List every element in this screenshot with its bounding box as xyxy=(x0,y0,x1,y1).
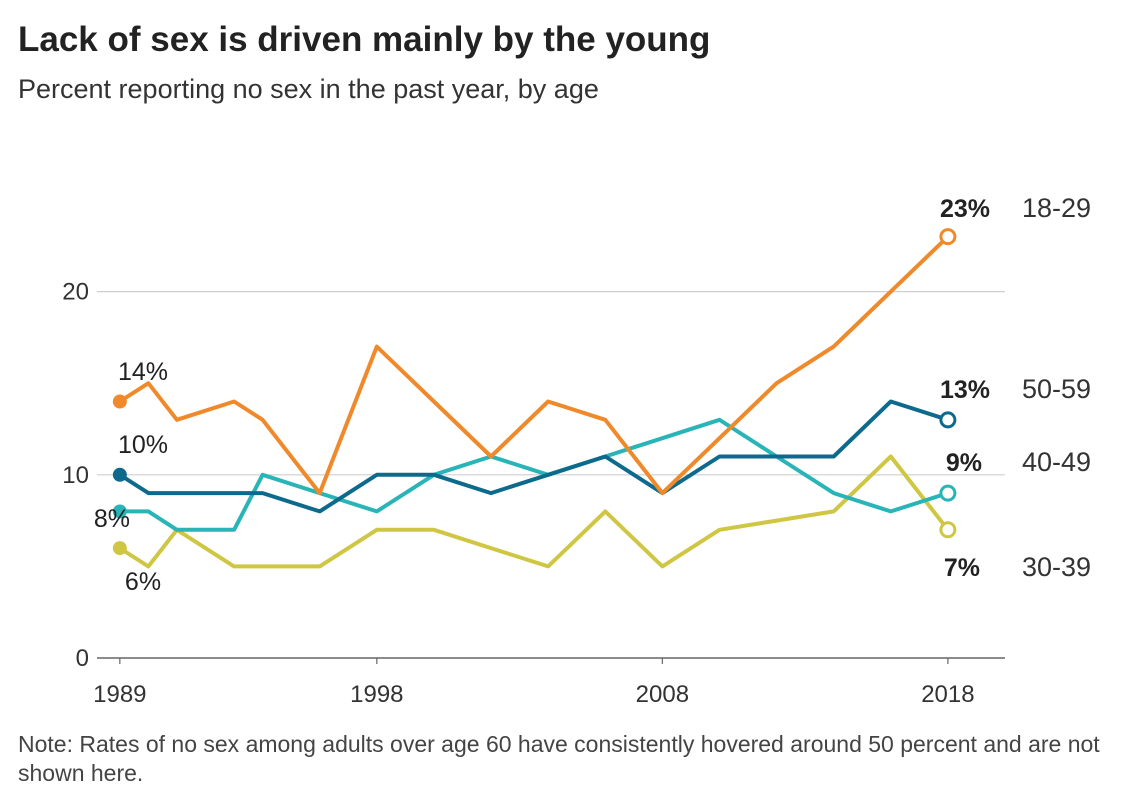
line-chart: 0 10 20 1989 1998 2008 2018 14% 23% 18-29 10% 13% 50… xyxy=(62,193,1091,708)
start-point-30-39 xyxy=(112,541,127,556)
end-point-50-59 xyxy=(939,411,957,429)
y-tick-label: 10 xyxy=(62,462,89,489)
series-name-label: 18-29 xyxy=(1022,193,1091,223)
start-value-label: 8% xyxy=(94,505,130,533)
series-name-label: 40-49 xyxy=(1022,447,1091,477)
end-value-label: 23% xyxy=(940,195,990,223)
x-tick-label: 2008 xyxy=(636,681,689,708)
start-point-40-49 xyxy=(112,504,127,519)
start-value-label: 14% xyxy=(118,358,168,386)
series-name-label: 50-59 xyxy=(1022,374,1091,404)
end-value-label: 7% xyxy=(944,554,980,582)
series-line-18-29 xyxy=(117,234,950,496)
x-tick-label: 1998 xyxy=(350,681,403,708)
end-point-40-49 xyxy=(939,484,957,502)
start-value-label: 6% xyxy=(125,568,161,596)
series-line-30-39 xyxy=(117,454,950,569)
start-value-label: 10% xyxy=(118,431,168,459)
x-tick-label: 2018 xyxy=(921,681,974,708)
y-tick-label: 0 xyxy=(76,645,89,672)
y-tick-label: 20 xyxy=(62,279,89,306)
end-value-label: 9% xyxy=(946,449,982,477)
chart-note: Note: Rates of no sex among adults over … xyxy=(18,731,1100,786)
end-value-label: 13% xyxy=(940,376,990,404)
series-name-label: 30-39 xyxy=(1022,552,1091,582)
chart-title: Lack of sex is driven mainly by the youn… xyxy=(18,20,711,59)
chart-subtitle: Percent reporting no sex in the past yea… xyxy=(18,74,599,104)
end-point-18-29 xyxy=(939,228,957,246)
series-line-50-59 xyxy=(117,399,950,514)
end-point-30-39 xyxy=(939,521,957,539)
start-point-50-59 xyxy=(112,467,127,482)
x-tick-label: 1989 xyxy=(93,681,146,708)
start-point-18-29 xyxy=(112,394,127,409)
